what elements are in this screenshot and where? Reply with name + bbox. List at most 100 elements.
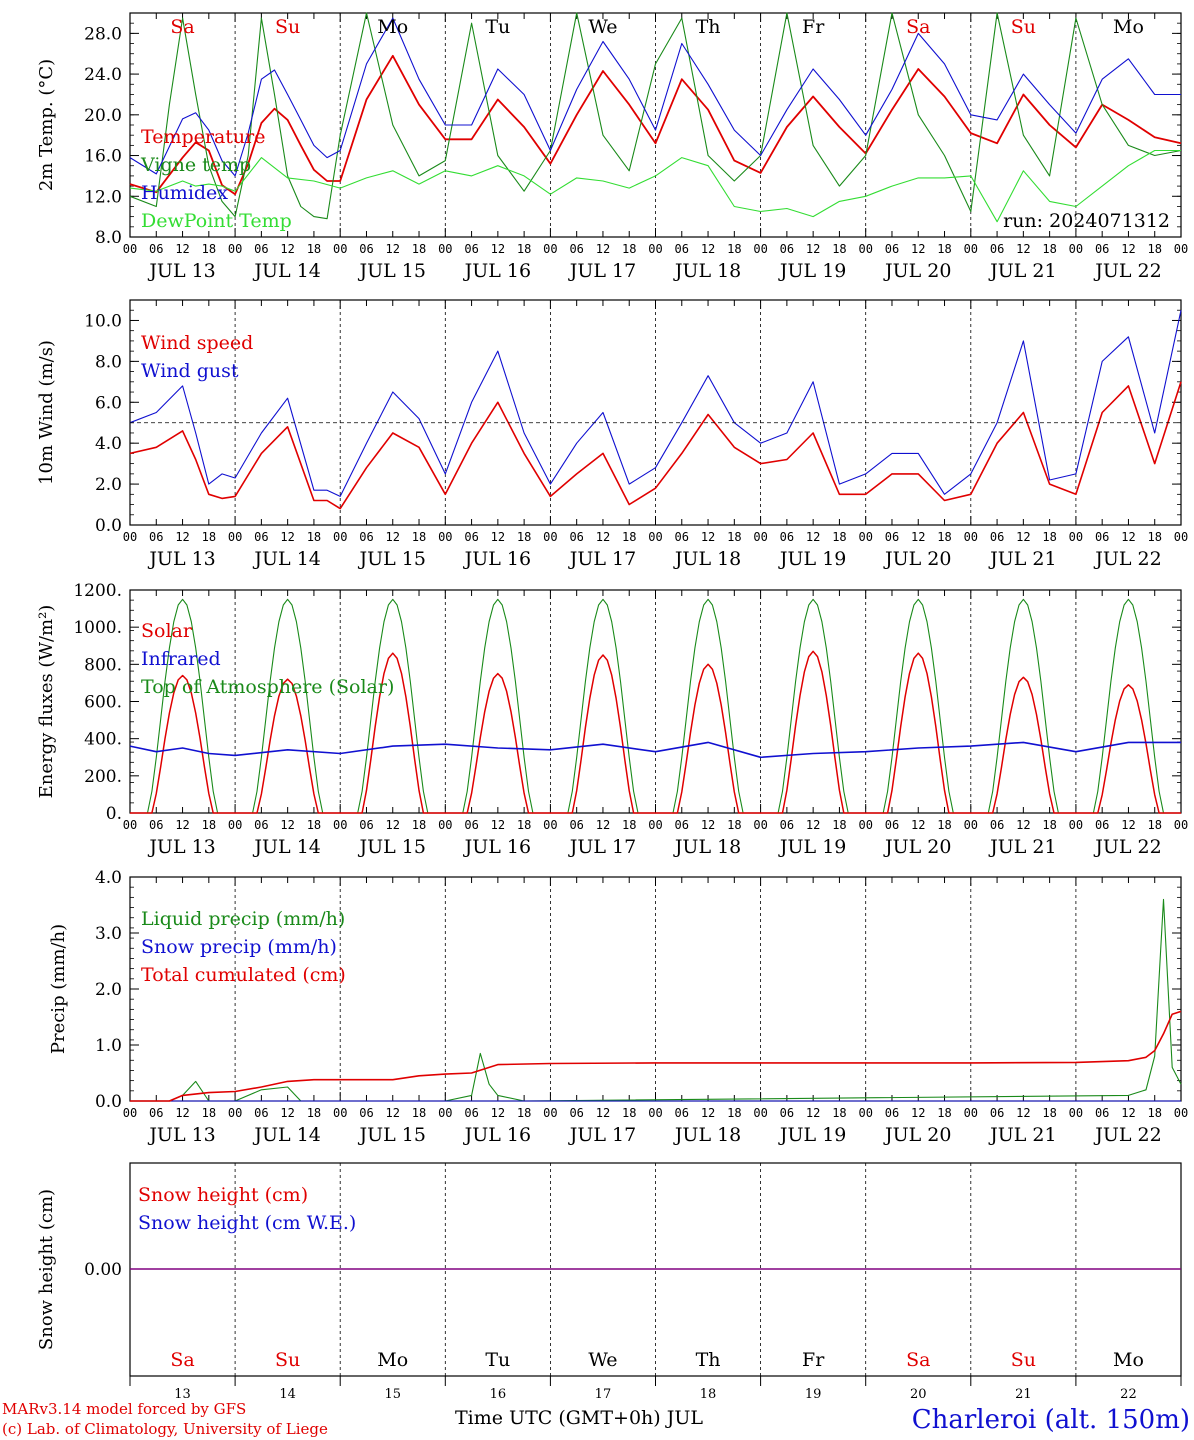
date-label: JUL 16 [463, 836, 531, 858]
hour-tick-label: 12 [491, 818, 505, 832]
date-label: JUL 18 [673, 836, 741, 858]
hour-tick-label: 18 [622, 242, 636, 256]
hour-tick-label: 00 [123, 242, 137, 256]
hour-tick-label: 00 [648, 242, 662, 256]
y-tick-label: 28.0 [84, 24, 122, 44]
y-axis-label: 10m Wind (m/s) [36, 340, 57, 485]
hour-tick-label: 06 [149, 242, 163, 256]
hour-tick-label: 18 [202, 530, 216, 544]
hour-tick-label: 18 [202, 242, 216, 256]
hour-tick-label: 06 [885, 530, 899, 544]
hour-tick-label: 00 [228, 1106, 242, 1120]
hour-tick-label: 12 [911, 530, 925, 544]
hour-tick-label: 18 [307, 1106, 321, 1120]
hour-tick-label: 18 [202, 818, 216, 832]
hour-tick-label: 18 [727, 530, 741, 544]
hour-tick-label: 00 [333, 1106, 347, 1120]
run-annotation: run: 2024071312 [1003, 210, 1170, 232]
y-tick-label: 0. [106, 804, 122, 824]
day-name-top: Mo [377, 16, 408, 38]
hour-tick-label: 12 [1016, 242, 1030, 256]
wind-speed-line [129, 381, 1182, 510]
hour-tick-label: 00 [333, 530, 347, 544]
hour-tick-label: 00 [858, 530, 872, 544]
legend-entry: Vigne temp [140, 154, 251, 176]
hour-tick-label: 12 [1121, 1106, 1135, 1120]
hour-tick-label: 00 [1069, 1106, 1083, 1120]
day-name-top: Fr [802, 16, 825, 38]
day-number-bottom: 13 [174, 1387, 191, 1402]
y-axis-label: Precip (mm/h) [48, 924, 69, 1054]
day-number-bottom: 22 [1120, 1387, 1137, 1402]
dewpoint-line [129, 149, 1181, 223]
panel-2 [129, 299, 1182, 526]
humidex-line [129, 17, 1181, 177]
hour-tick-label: 06 [464, 1106, 478, 1120]
hour-tick-label: 06 [1095, 1106, 1109, 1120]
liquid-precip-line [130, 898, 1182, 1102]
hour-tick-label: 12 [386, 530, 400, 544]
hour-tick-label: 18 [412, 818, 426, 832]
hour-tick-label: 00 [964, 818, 978, 832]
y-tick-label: 12.0 [84, 187, 122, 207]
hour-tick-label: 12 [1016, 1106, 1030, 1120]
day-number-bottom: 20 [910, 1387, 927, 1402]
hour-tick-label: 12 [1121, 818, 1135, 832]
hour-tick-label: 00 [964, 530, 978, 544]
hour-tick-label: 06 [464, 530, 478, 544]
hour-tick-label: 00 [438, 242, 452, 256]
legend-entry: Snow precip (mm/h) [141, 936, 337, 958]
hour-tick-label: 18 [412, 530, 426, 544]
hour-tick-label: 12 [911, 242, 925, 256]
hour-tick-label: 00 [543, 818, 557, 832]
hour-tick-label: 12 [175, 818, 189, 832]
date-label: JUL 16 [463, 1124, 531, 1146]
hour-tick-label: 00 [858, 242, 872, 256]
legend-entry: DewPoint Temp [141, 210, 292, 232]
date-label: JUL 15 [358, 548, 426, 570]
hour-tick-label: 18 [622, 530, 636, 544]
hour-tick-label: 18 [307, 530, 321, 544]
y-axis-label: Snow height (cm) [36, 1189, 57, 1350]
hour-tick-label: 12 [280, 530, 294, 544]
hour-tick-label: 18 [1147, 1106, 1161, 1120]
legend-entry: Wind gust [141, 360, 239, 382]
hour-tick-label: 12 [596, 242, 610, 256]
hour-tick-label: 12 [1121, 530, 1135, 544]
hour-tick-label: 00 [543, 242, 557, 256]
hour-tick-label: 06 [254, 818, 268, 832]
hour-tick-label: 18 [517, 1106, 531, 1120]
y-tick-label: 800. [84, 655, 122, 675]
hour-tick-label: 18 [1042, 1106, 1056, 1120]
hour-tick-label: 06 [149, 818, 163, 832]
date-label: JUL 20 [883, 1124, 951, 1146]
hour-tick-label: 06 [359, 818, 373, 832]
hour-tick-label: 00 [648, 530, 662, 544]
y-tick-label: 24.0 [84, 65, 122, 85]
hour-tick-label: 12 [386, 1106, 400, 1120]
hour-tick-label: 06 [254, 530, 268, 544]
date-label: JUL 18 [673, 548, 741, 570]
hour-tick-label: 18 [727, 1106, 741, 1120]
date-label: JUL 13 [147, 836, 215, 858]
hour-tick-label: 06 [569, 530, 583, 544]
hour-tick-label: 18 [202, 1106, 216, 1120]
hour-tick-label: 00 [123, 530, 137, 544]
hour-tick-label: 00 [438, 818, 452, 832]
hour-tick-label: 06 [780, 818, 794, 832]
hour-tick-label: 18 [727, 242, 741, 256]
hour-tick-label: 18 [517, 818, 531, 832]
y-axis-label: Energy fluxes (W/m²) [36, 605, 57, 799]
hour-tick-label: 18 [307, 242, 321, 256]
hour-tick-label: 06 [675, 1106, 689, 1120]
hour-tick-label: 06 [990, 1106, 1004, 1120]
day-name-bottom: Mo [1113, 1349, 1144, 1371]
hour-tick-label: 18 [1147, 242, 1161, 256]
hour-tick-label: 00 [648, 818, 662, 832]
date-label: JUL 22 [1093, 1124, 1161, 1146]
hour-tick-label: 18 [517, 242, 531, 256]
hour-tick-label: 12 [491, 1106, 505, 1120]
date-label: JUL 21 [988, 836, 1056, 858]
hour-tick-label: 18 [622, 1106, 636, 1120]
